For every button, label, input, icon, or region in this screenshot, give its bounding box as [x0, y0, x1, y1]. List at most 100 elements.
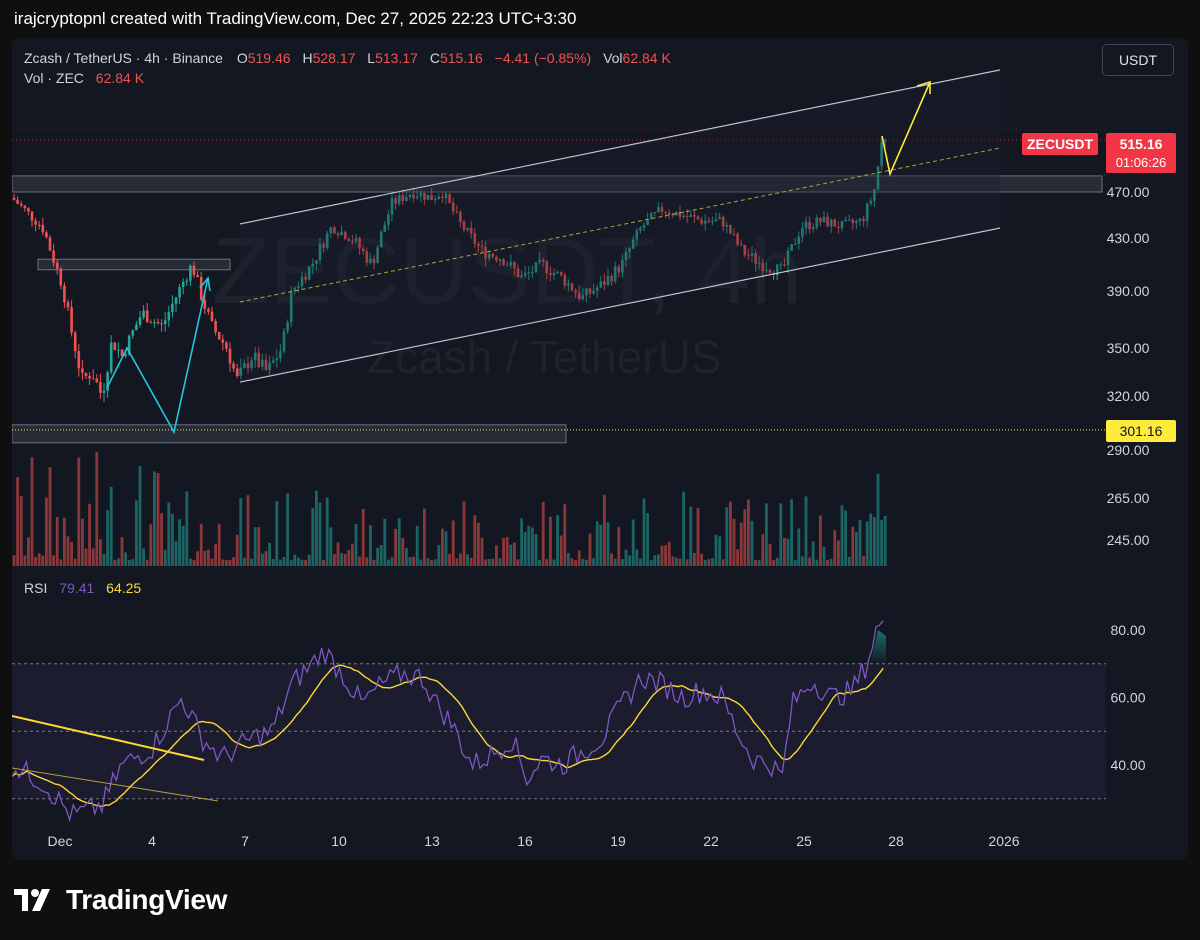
legend-high: 528.17	[313, 50, 356, 66]
volume-bar	[81, 518, 84, 566]
candle-body	[847, 219, 851, 221]
volume-bar	[390, 557, 394, 566]
candle-body	[556, 271, 559, 273]
volume-bar	[412, 556, 415, 566]
time-axis-tick: 4	[148, 833, 156, 849]
volume-bar	[581, 558, 585, 566]
volume-bar	[646, 513, 649, 566]
volume-bar	[631, 519, 635, 566]
candle-body	[145, 310, 149, 323]
candle-body	[329, 227, 333, 234]
volume-bar	[286, 493, 289, 566]
volume-bar	[700, 553, 703, 566]
volume-bar	[754, 559, 757, 566]
candle-body	[430, 194, 433, 200]
candle-body	[361, 248, 365, 252]
volume-bar	[541, 501, 545, 566]
volume-bar	[264, 551, 268, 566]
candle-body	[538, 259, 541, 263]
volume-bar	[747, 499, 750, 566]
volume-bar	[347, 550, 351, 566]
time-axis-tick: Dec	[48, 833, 73, 849]
volume-bar	[340, 552, 343, 566]
candle-body	[365, 251, 369, 263]
volume-bar	[559, 535, 563, 566]
candle-body	[12, 197, 16, 200]
volume-bar	[34, 557, 37, 566]
candle-body	[729, 224, 732, 234]
candle-body	[286, 322, 289, 332]
volume-bar	[750, 520, 754, 566]
chart-panel[interactable]: ZECUSDT, 4h Zcash / TetherUS 80.00 60.00 4…	[12, 38, 1188, 860]
volume-bar	[293, 554, 297, 566]
volume-bar	[325, 497, 329, 566]
candle-body	[354, 238, 358, 242]
price-axis-tick: 290.00	[1107, 442, 1150, 458]
candle-body	[844, 219, 847, 222]
candle-body	[109, 342, 113, 373]
candle-body	[570, 283, 574, 291]
volume-bar	[851, 526, 855, 566]
volume-bar	[786, 538, 790, 566]
candle-body	[790, 244, 793, 251]
candle-body	[214, 321, 217, 332]
candle-body	[743, 244, 747, 256]
candle-body	[203, 299, 207, 309]
chart-svg[interactable]: ZECUSDT, 4h Zcash / TetherUS 80.0060.004…	[12, 38, 1188, 860]
volume-bar	[883, 515, 887, 566]
volume-bar	[775, 557, 779, 566]
volume-bar	[527, 525, 531, 566]
candle-body	[142, 310, 145, 318]
volume-bar	[552, 559, 556, 566]
volume-bar	[383, 518, 387, 566]
volume-bar	[135, 500, 138, 566]
candle-body	[437, 196, 441, 200]
volume-bar	[538, 559, 541, 566]
candle-body	[37, 224, 41, 226]
rsi-axis-tick: 40.00	[1110, 757, 1145, 773]
volume-bar	[73, 558, 77, 566]
candle-body	[747, 255, 750, 257]
volume-bars	[12, 452, 887, 566]
candle-body	[484, 246, 487, 259]
currency-button[interactable]: USDT	[1102, 44, 1174, 76]
legend-close: 515.16	[440, 50, 483, 66]
legend-change: −4.41 (−0.85%)	[495, 50, 592, 66]
candle-body	[649, 213, 653, 219]
price-axis-tick: 470.00	[1107, 184, 1150, 200]
volume-bar	[711, 558, 714, 566]
volume-bar	[660, 545, 664, 566]
volume-bar	[210, 558, 214, 566]
price-axis-tick: 320.00	[1107, 388, 1150, 404]
volume-bar	[448, 554, 451, 566]
volume-bar	[649, 559, 653, 566]
volume-bar	[822, 546, 826, 566]
volume-bar	[739, 522, 743, 566]
candle-body	[693, 215, 696, 217]
candle-body	[376, 247, 379, 264]
volume-bar	[88, 503, 91, 566]
volume-bar	[153, 471, 156, 566]
volume-bar	[833, 530, 837, 566]
volume-bar	[99, 539, 102, 566]
volume-bar	[603, 494, 606, 566]
volume-bar	[196, 551, 199, 566]
price-axis-tick: 245.00	[1107, 532, 1150, 548]
volume-bar	[304, 559, 307, 566]
volume-bar	[109, 486, 113, 566]
volume-bar	[685, 559, 689, 566]
volume-bar	[491, 558, 495, 566]
volume-bar	[354, 523, 358, 566]
volume-bar	[469, 557, 473, 566]
svg-text:Vol · ZEC 62.84 K: Vol · ZEC 62.84 K	[24, 70, 145, 86]
volume-bar	[315, 490, 318, 566]
candle-body	[149, 322, 153, 324]
volume-bar	[498, 558, 502, 566]
candle-body	[862, 218, 865, 222]
volume-bar	[387, 559, 390, 566]
candle-body	[639, 227, 642, 231]
volume-bar	[307, 554, 311, 566]
volume-bar	[858, 519, 862, 566]
volume-bar	[502, 538, 505, 566]
volume-bar	[808, 557, 811, 566]
